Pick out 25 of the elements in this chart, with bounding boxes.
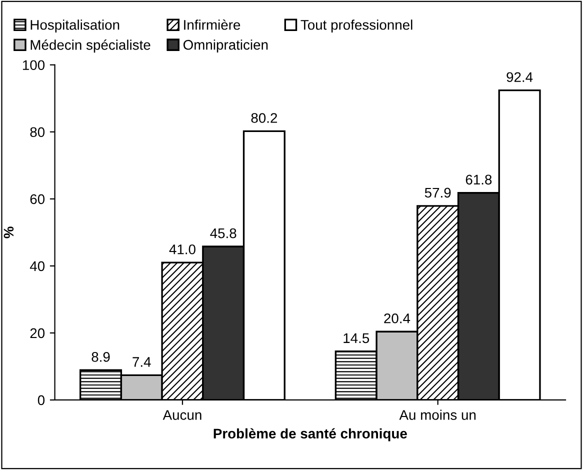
y-tick-label: 40 [30, 261, 45, 272]
legend-label: Tout professionnel [300, 20, 412, 33]
data-label: 7.4 [132, 357, 151, 367]
x-tick-label: Aucun [162, 410, 202, 420]
data-label: 92.4 [506, 72, 533, 82]
legend-label: Médecin spécialiste [30, 39, 150, 53]
y-tick-label: 0 [38, 395, 45, 406]
y-tick-label: 20 [30, 328, 45, 338]
data-label: 20.4 [384, 313, 410, 324]
y-axis-title: % [4, 226, 14, 238]
data-label: 80.2 [251, 113, 278, 123]
data-label: 57.9 [424, 188, 451, 198]
legend-label: Hospitalisation [30, 20, 120, 33]
x-tick-label: Au moins un [399, 410, 476, 420]
y-tick-label: 60 [30, 194, 45, 204]
data-label: 45.8 [210, 228, 236, 238]
data-label: 61.8 [466, 174, 492, 185]
data-label: 8.9 [92, 352, 110, 362]
legend-label: Omnipraticien [183, 40, 268, 53]
legend-label: Infirmière [184, 19, 240, 30]
y-tick-label: 80 [30, 127, 45, 138]
data-label: 14.5 [344, 333, 370, 344]
x-axis-title: Problème de santé chronique [214, 428, 407, 442]
data-label: 41.0 [169, 244, 196, 254]
y-tick-label: 100 [22, 60, 45, 70]
